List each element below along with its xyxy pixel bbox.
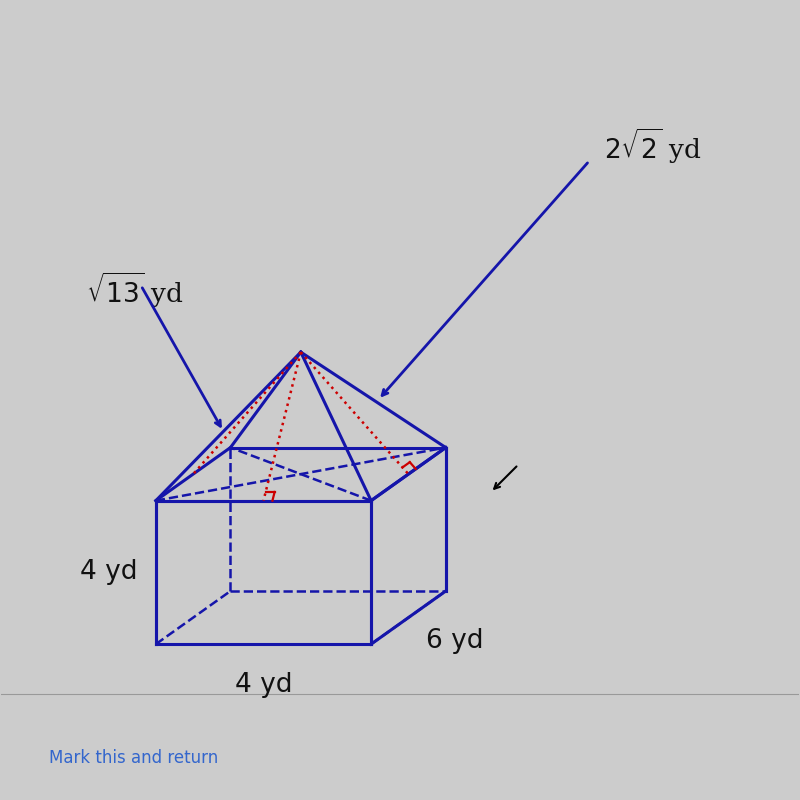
Text: 4 yd: 4 yd <box>81 559 138 586</box>
Text: 4 yd: 4 yd <box>234 672 292 698</box>
Text: Mark this and return: Mark this and return <box>50 749 218 766</box>
Text: $2\sqrt{2}$ yd: $2\sqrt{2}$ yd <box>604 126 702 166</box>
Text: 6 yd: 6 yd <box>426 627 484 654</box>
Text: $\sqrt{13}$ yd: $\sqrt{13}$ yd <box>86 270 184 310</box>
